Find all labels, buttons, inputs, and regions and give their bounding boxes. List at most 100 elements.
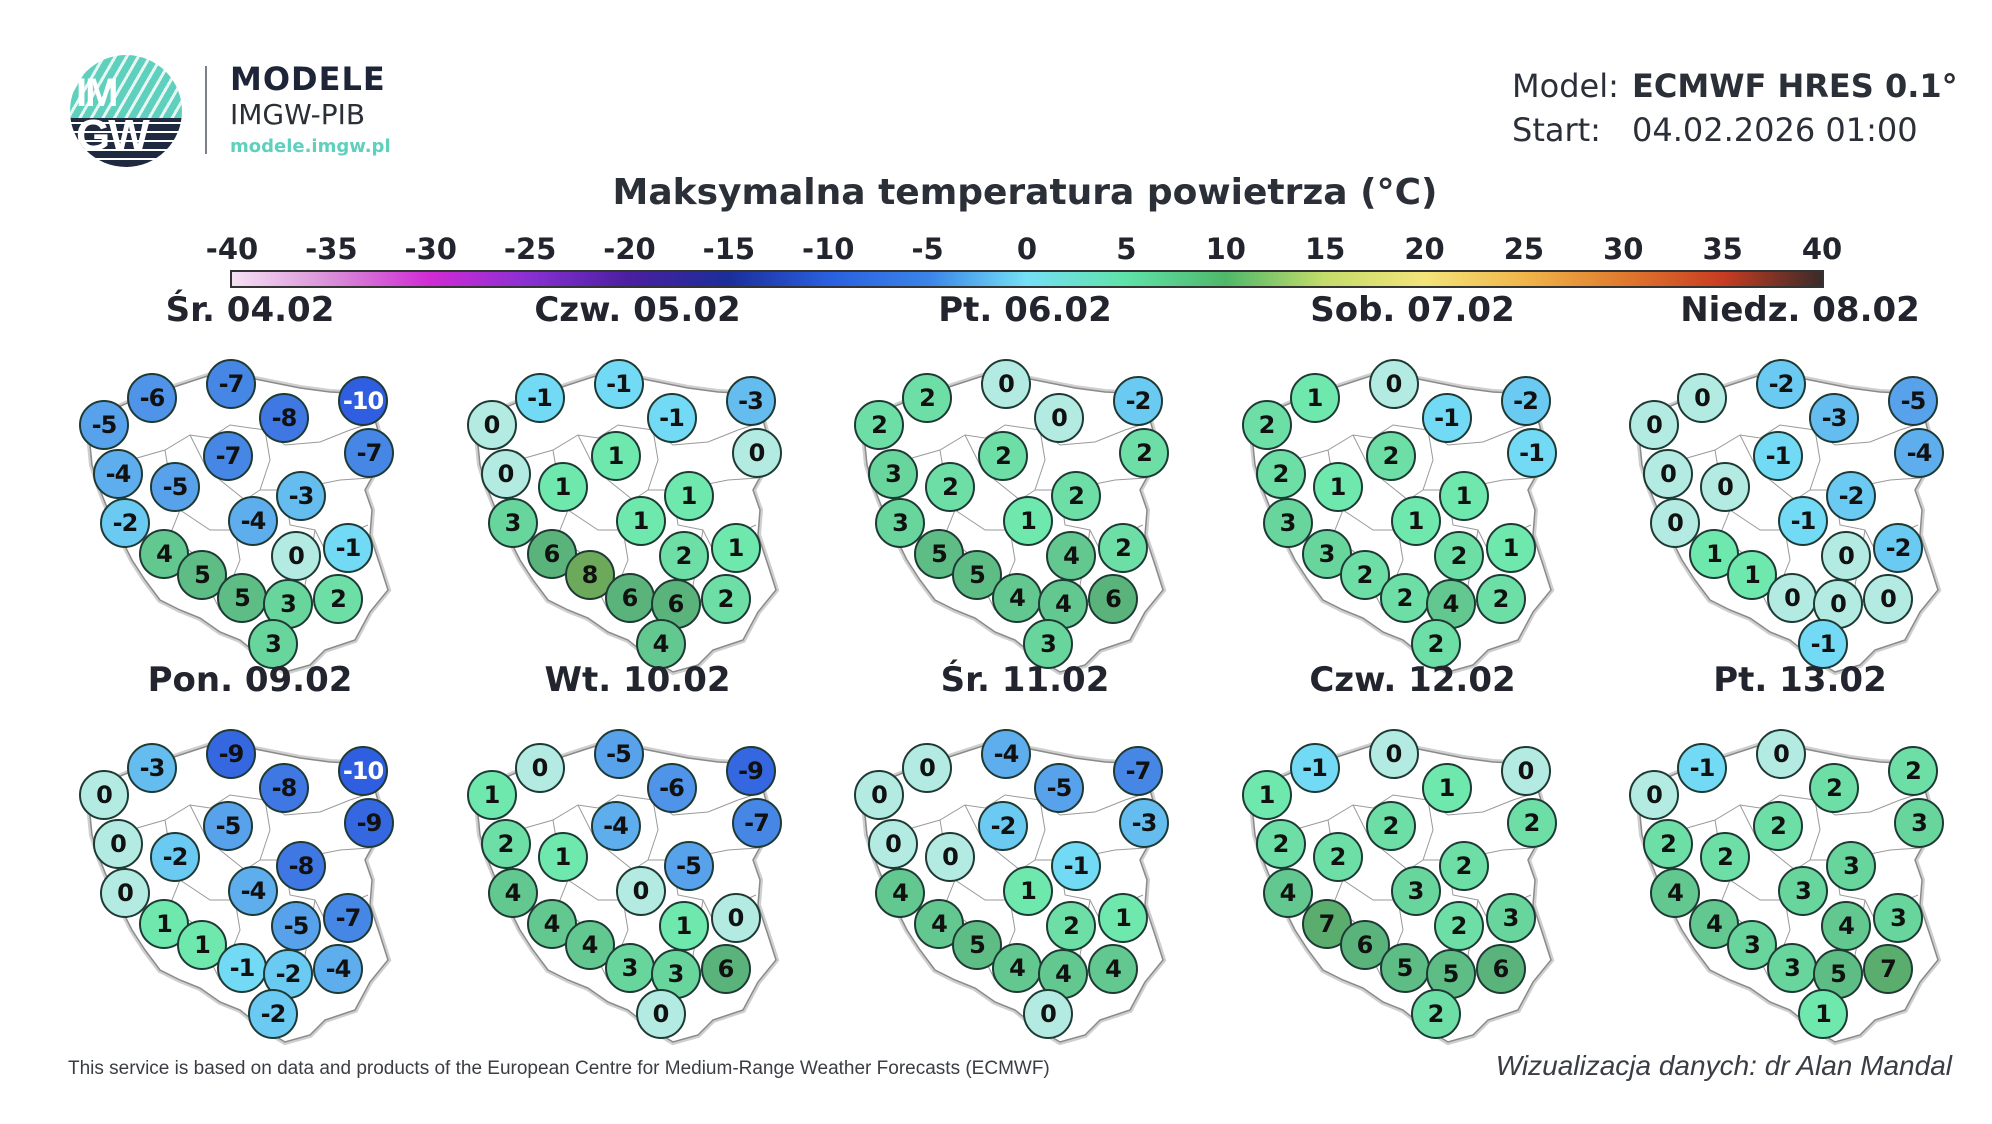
city-temperature-marker: -8 — [259, 393, 309, 443]
city-temperature-marker: 2 — [1888, 746, 1938, 796]
city-temperature-marker: -1 — [1051, 841, 1101, 891]
city-temperature-marker: 0 — [981, 359, 1031, 409]
city-temperature-marker: -3 — [1809, 393, 1859, 443]
city-temperature-marker: 3 — [487, 498, 538, 548]
city-temperature-marker: -10 — [338, 746, 388, 796]
city-temperature-marker: -2 — [1873, 523, 1923, 573]
city-temperature-marker: -1 — [1289, 743, 1340, 793]
city-temperature-marker: 0 — [93, 819, 143, 869]
city-temperature-marker: 0 — [868, 819, 918, 869]
forecast-map: Pt. 13.02 0 -1 0 2 2 3 2 2 2 3 3 4 4 4 3 3 3 5 7 1 — [1620, 660, 1980, 1080]
city-temperature-marker: -3 — [276, 471, 326, 521]
brand-url[interactable]: modele.imgw.pl — [230, 136, 391, 157]
city-temperature-marker: 2 — [480, 819, 531, 869]
city-temperature-marker: 0 — [1023, 989, 1073, 1039]
city-temperature-marker: 2 — [1051, 471, 1101, 521]
map-date-title: Czw. 12.02 — [1309, 660, 1516, 700]
forecast-map: Wt. 10.02 1 0 -5 -6 -9 -7 -4 2 1 -5 0 4 4 1 0 4 3 3 6 0 — [458, 660, 818, 1080]
city-temperature-marker: -1 — [1506, 428, 1557, 478]
city-temperature-marker: 0 — [902, 743, 952, 793]
colorbar-tick: -30 — [404, 232, 457, 266]
city-temperature-marker: -3 — [725, 376, 776, 426]
city-temperature-marker: 4 — [487, 868, 538, 918]
city-temperature-marker: 0 — [79, 770, 129, 820]
city-temperature-marker: 2 — [1700, 832, 1750, 882]
city-temperature-marker: 0 — [1650, 498, 1700, 548]
map-date-title: Pon. 09.02 — [147, 660, 353, 700]
forecast-map: Pt. 06.02 2 2 0 0 -2 2 2 3 2 2 1 3 5 4 2 5 4 4 6 3 — [845, 290, 1205, 710]
colorbar-ticks: -40 -35 -30 -25 -20 -15 -10 -5 0 5 10 15 20 25 30 35 40 — [0, 232, 1992, 266]
logo-text-top: IM — [76, 71, 118, 115]
city-temperature-marker: 0 — [1629, 400, 1679, 450]
logo-lower-stripes — [70, 117, 182, 167]
colorbar-tick: 30 — [1603, 232, 1644, 266]
city-temperature-marker: 1 — [590, 431, 641, 481]
city-temperature-marker: -2 — [263, 949, 313, 999]
city-temperature-marker: -7 — [323, 893, 373, 943]
city-temperature-marker: 3 — [1767, 943, 1817, 993]
city-temperature-marker: 3 — [1262, 498, 1313, 548]
city-temperature-marker: 0 — [1863, 574, 1913, 624]
colorbar-tick: -10 — [802, 232, 855, 266]
map-date-title: Śr. 11.02 — [940, 660, 1110, 700]
city-temperature-marker: -5 — [663, 841, 714, 891]
city-temperature-marker: 1 — [537, 832, 588, 882]
city-temperature-marker: -7 — [203, 431, 253, 481]
city-temperature-marker: -5 — [1888, 376, 1938, 426]
city-temperature-marker: 2 — [1438, 841, 1489, 891]
city-temperature-marker: 3 — [868, 449, 918, 499]
city-temperature-marker: 0 — [615, 866, 666, 916]
city-temperature-marker: 3 — [1894, 798, 1944, 848]
city-temperature-marker: 0 — [1756, 729, 1806, 779]
city-temperature-marker: 2 — [978, 431, 1028, 481]
map-date-title: Czw. 05.02 — [534, 290, 741, 330]
city-temperature-marker: 4 — [875, 868, 925, 918]
city-temperature-marker: 2 — [1475, 574, 1526, 624]
colorbar-tick: -5 — [911, 232, 944, 266]
model-value: ECMWF HRES 0.1° — [1632, 67, 1958, 105]
forecast-map: Czw. 05.02 0 -1 -1 -1 -3 0 1 0 1 1 1 3 6 2 1 8 6 6 2 4 — [458, 290, 818, 710]
city-temperature-marker: 2 — [1339, 550, 1390, 600]
city-temperature-marker: 4 — [992, 943, 1042, 993]
city-temperature-marker: -3 — [1119, 798, 1169, 848]
city-temperature-marker: -2 — [1756, 359, 1806, 409]
city-temperature-marker: 6 — [1088, 574, 1138, 624]
city-temperature-marker: -1 — [1677, 743, 1727, 793]
city-temperature-marker: 2 — [1365, 801, 1416, 851]
city-temperature-marker: 3 — [1826, 841, 1876, 891]
city-temperature-marker: 0 — [1368, 729, 1419, 779]
city-temperature-marker: 3 — [604, 943, 655, 993]
city-temperature-marker: -2 — [1113, 376, 1163, 426]
model-info: Model: ECMWF HRES 0.1° Start: 04.02.2026 0… — [1512, 64, 1958, 152]
city-temperature-marker: -5 — [203, 801, 253, 851]
city-temperature-marker: -1 — [514, 373, 565, 423]
city-temperature-marker: 2 — [1410, 989, 1461, 1039]
city-temperature-marker: 1 — [1421, 763, 1472, 813]
city-temperature-marker: -3 — [127, 743, 177, 793]
city-temperature-marker: -6 — [127, 373, 177, 423]
city-temperature-marker: 6 — [700, 944, 751, 994]
city-temperature-marker: 2 — [1046, 901, 1096, 951]
city-temperature-marker: 2 — [925, 462, 975, 512]
city-temperature-marker: -2 — [248, 989, 298, 1039]
city-temperature-marker: 2 — [902, 373, 952, 423]
city-temperature-marker: -2 — [1500, 376, 1551, 426]
city-temperature-marker: 0 — [731, 428, 782, 478]
forecast-map: Śr. 11.02 0 0 -4 -5 -7 -3 -2 0 0 -1 1 4 4 2 1 5 4 4 4 0 — [845, 660, 1205, 1080]
city-temperature-marker: -4 — [590, 801, 641, 851]
city-temperature-marker: -1 — [1798, 619, 1848, 669]
city-temperature-marker: 3 — [1485, 893, 1536, 943]
colorbar-tick: 20 — [1404, 232, 1445, 266]
city-temperature-marker: 4 — [1821, 901, 1871, 951]
colorbar-tick: -40 — [205, 232, 259, 266]
city-temperature-marker: -2 — [1826, 471, 1876, 521]
city-temperature-marker: -8 — [259, 763, 309, 813]
city-temperature-marker: 6 — [1475, 944, 1526, 994]
city-temperature-marker: 1 — [710, 523, 761, 573]
city-temperature-marker: 0 — [1700, 462, 1750, 512]
colorbar-tick: 25 — [1503, 232, 1545, 266]
city-temperature-marker: 2 — [1098, 523, 1148, 573]
city-temperature-marker: 3 — [1390, 866, 1441, 916]
city-temperature-marker: 0 — [100, 868, 150, 918]
city-temperature-marker: 4 — [1046, 531, 1096, 581]
